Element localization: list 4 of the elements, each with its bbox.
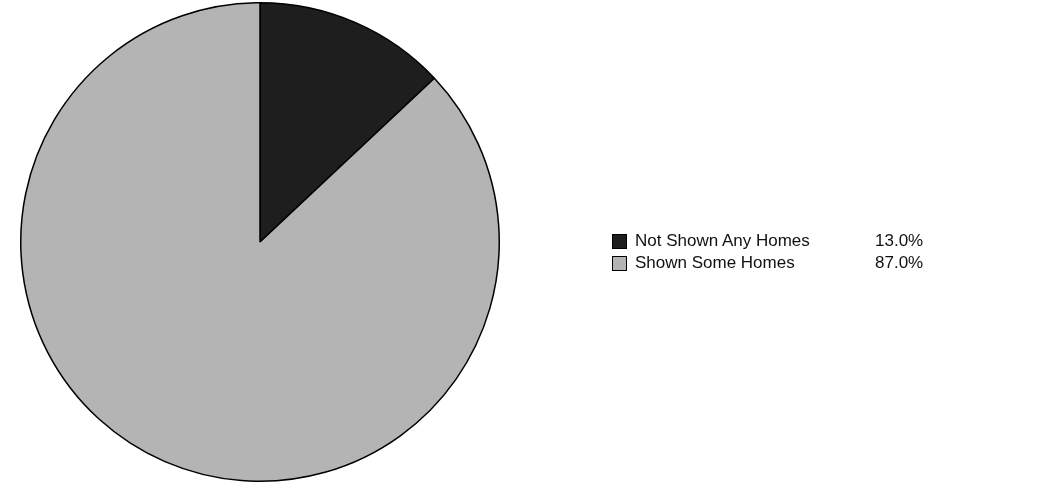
legend-label: Not Shown Any Homes	[635, 231, 811, 251]
legend-label: Shown Some Homes	[635, 253, 796, 273]
data-label: 13.0%	[875, 231, 924, 251]
data-label: 87.0%	[875, 253, 924, 273]
